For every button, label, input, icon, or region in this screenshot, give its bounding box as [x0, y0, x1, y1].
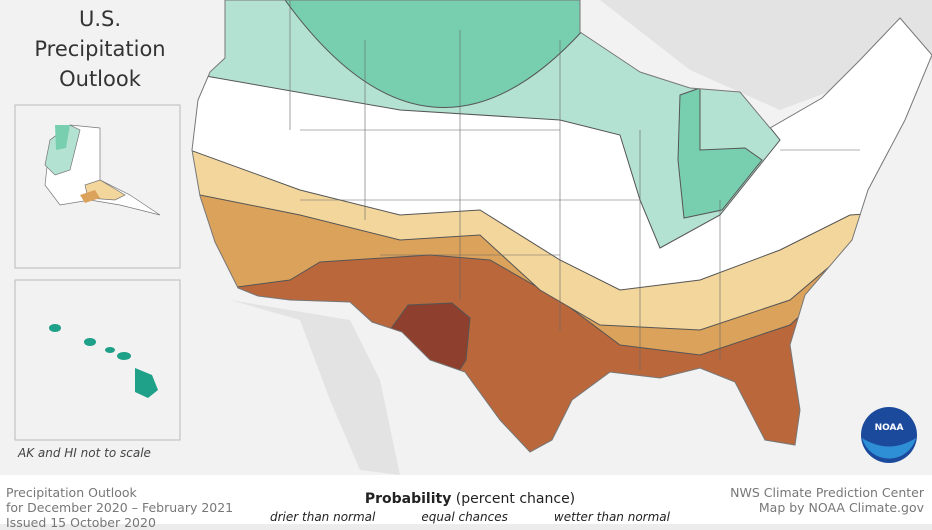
legend-title: Probability	[364, 491, 452, 507]
svg-text:NOAA: NOAA	[875, 423, 904, 433]
footer-right: NWS Climate Prediction Center Map by NOA…	[730, 485, 924, 515]
source-credit: NWS Climate Prediction Center	[730, 485, 924, 500]
us-outline	[191, 0, 932, 453]
hawaii-inset	[14, 279, 181, 441]
title-line: Outlook	[59, 67, 141, 91]
map-title: U.S. Precipitation Outlook	[10, 4, 190, 94]
region-wetter-strong-north	[284, 0, 586, 108]
title-line: Precipitation	[34, 37, 166, 61]
region-wetter-strong-great-lakes	[677, 87, 763, 219]
noaa-logo: NOAA	[861, 407, 917, 463]
legend-label-drier: drier than normal	[270, 510, 376, 524]
legend-label-equal: equal chances	[421, 510, 508, 524]
inset-note: AK and HI not to scale	[18, 446, 151, 460]
mexico-land	[230, 300, 400, 475]
precipitation-outlook-map: NOAA	[14, 0, 932, 475]
outlook-period: for December 2020 – February 2021	[6, 500, 234, 515]
footer: Precipitation Outlook for December 2020 …	[0, 475, 932, 530]
legend: Probability (percent chance) drier than …	[270, 491, 670, 524]
state-borders	[289, 0, 860, 370]
legend-subtitle: (percent chance)	[451, 491, 576, 507]
alaska-inset	[14, 104, 181, 269]
map-credit: Map by NOAA Climate.gov	[758, 500, 924, 515]
legend-label-wetter: wetter than normal	[553, 510, 670, 524]
footer-left: Precipitation Outlook for December 2020 …	[6, 485, 233, 530]
outlook-name: Precipitation Outlook	[6, 485, 137, 500]
title-line: U.S.	[78, 7, 122, 31]
issue-date: Issued 15 October 2020	[6, 515, 156, 530]
